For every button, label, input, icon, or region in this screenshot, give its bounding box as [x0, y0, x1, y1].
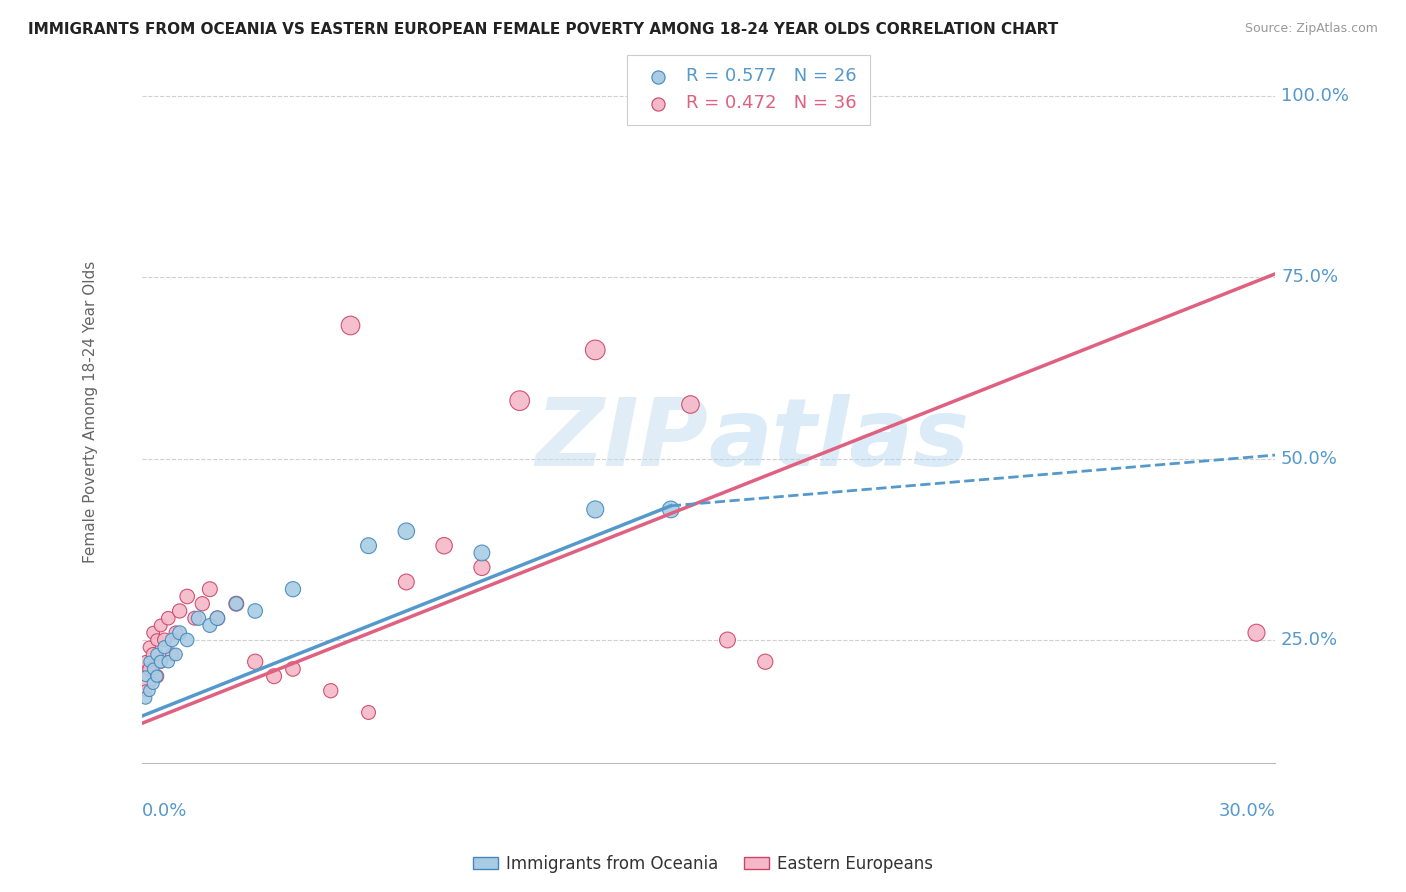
Point	[184, 611, 207, 625]
Point	[160, 632, 183, 647]
Text: 30.0%: 30.0%	[1219, 802, 1275, 820]
Point	[754, 655, 776, 669]
Point	[146, 632, 169, 647]
Point	[157, 611, 180, 625]
Point	[225, 597, 247, 611]
Point	[357, 539, 380, 553]
Point	[169, 625, 191, 640]
Legend: Immigrants from Oceania, Eastern Europeans: Immigrants from Oceania, Eastern Europea…	[467, 848, 939, 880]
Point	[471, 560, 494, 574]
Text: 0.0%: 0.0%	[142, 802, 187, 820]
Point	[583, 502, 606, 516]
Point	[146, 669, 169, 683]
Point	[138, 662, 160, 676]
Point	[160, 648, 183, 662]
Point	[198, 582, 221, 597]
Point	[169, 604, 191, 618]
Point	[138, 655, 160, 669]
Point	[395, 574, 418, 589]
Point	[135, 655, 157, 669]
Point	[243, 655, 266, 669]
Point	[165, 648, 187, 662]
Point	[509, 393, 531, 408]
Point	[659, 502, 682, 516]
Point	[281, 582, 304, 597]
Point	[225, 597, 247, 611]
Point	[583, 343, 606, 357]
Point	[149, 618, 172, 632]
Point	[149, 655, 172, 669]
Text: 50.0%: 50.0%	[1281, 450, 1339, 467]
Point	[207, 611, 229, 625]
Point	[135, 683, 157, 698]
Text: Source: ZipAtlas.com: Source: ZipAtlas.com	[1244, 22, 1378, 36]
Text: 100.0%: 100.0%	[1281, 87, 1348, 105]
Point	[395, 524, 418, 539]
Point	[176, 590, 198, 604]
Text: Female Poverty Among 18-24 Year Olds: Female Poverty Among 18-24 Year Olds	[83, 260, 98, 563]
Point	[138, 683, 160, 698]
Point	[471, 546, 494, 560]
Point	[142, 662, 165, 676]
Point	[207, 611, 229, 625]
Point	[339, 318, 361, 332]
Point	[135, 669, 157, 683]
Point	[138, 640, 160, 655]
Point	[142, 625, 165, 640]
Point	[153, 632, 176, 647]
Text: atlas: atlas	[709, 393, 970, 485]
Point	[191, 597, 214, 611]
Text: 75.0%: 75.0%	[1281, 268, 1339, 286]
Point	[157, 655, 180, 669]
Point	[716, 632, 738, 647]
Point	[146, 669, 169, 683]
Point	[243, 604, 266, 618]
Point	[433, 539, 456, 553]
Text: IMMIGRANTS FROM OCEANIA VS EASTERN EUROPEAN FEMALE POVERTY AMONG 18-24 YEAR OLDS: IMMIGRANTS FROM OCEANIA VS EASTERN EUROP…	[28, 22, 1059, 37]
Text: ZIP: ZIP	[536, 393, 709, 485]
Point	[263, 669, 285, 683]
Point	[198, 618, 221, 632]
Text: 25.0%: 25.0%	[1281, 631, 1339, 649]
Legend: R = 0.577   N = 26, R = 0.472   N = 36: R = 0.577 N = 26, R = 0.472 N = 36	[627, 54, 870, 125]
Point	[165, 625, 187, 640]
Point	[176, 632, 198, 647]
Point	[142, 676, 165, 690]
Point	[357, 706, 380, 720]
Point	[153, 640, 176, 655]
Point	[319, 683, 342, 698]
Point	[679, 397, 702, 411]
Point	[1246, 625, 1268, 640]
Point	[135, 690, 157, 705]
Point	[142, 648, 165, 662]
Point	[146, 648, 169, 662]
Point	[281, 662, 304, 676]
Point	[135, 669, 157, 683]
Point	[149, 655, 172, 669]
Point	[187, 611, 209, 625]
